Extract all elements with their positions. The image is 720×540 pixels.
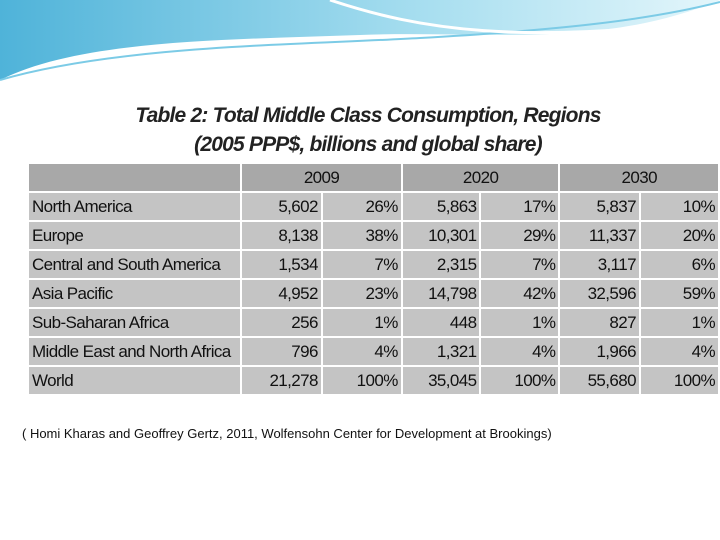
region-cell: North America	[26, 191, 243, 222]
value-cell: 6%	[638, 249, 720, 280]
header-cell: 2009	[240, 162, 403, 193]
wave	[0, 0, 720, 80]
value-cell: 8,138	[240, 220, 323, 251]
value-cell: 21,278	[240, 365, 323, 396]
header-cell: 2020	[400, 162, 561, 193]
table-row: Europe 8,138 38% 10,301 29% 11,337 20%	[26, 220, 720, 251]
value-cell: 448	[400, 307, 482, 338]
value-cell: 4%	[479, 336, 561, 367]
data-table: 2009 2020 2030 North America 5,602 26% 5,863 17…	[26, 162, 720, 396]
value-cell: 14,798	[400, 278, 482, 309]
value-cell: 100%	[320, 365, 403, 396]
table-row: North America 5,602 26% 5,863 17% 5,837 10%	[26, 191, 720, 222]
value-cell: 1%	[479, 307, 561, 338]
caption: ( Homi Kharas and Geoffrey Gertz, 2011, …	[22, 426, 552, 441]
value-cell: 1%	[638, 307, 720, 338]
region-cell: Sub-Saharan Africa	[26, 307, 243, 338]
region-cell: World	[26, 365, 243, 396]
value-cell: 38%	[320, 220, 403, 251]
table-row: Sub-Saharan Africa 256 1% 448 1% 827 1%	[26, 307, 720, 338]
table-row: Middle East and North Africa 796 4% 1,321 4%…	[26, 336, 720, 367]
header-cell	[26, 162, 243, 193]
table-row: World 21,278 100% 35,045 100% 55,680 100%	[26, 365, 720, 396]
value-cell: 7%	[479, 249, 561, 280]
value-cell: 4%	[638, 336, 720, 367]
value-cell: 4%	[320, 336, 403, 367]
value-cell: 10,301	[400, 220, 482, 251]
header-decoration	[0, 0, 720, 81]
value-cell: 23%	[320, 278, 403, 309]
header-cell: 2030	[558, 162, 720, 193]
value-cell: 1,321	[400, 336, 482, 367]
value-cell: 5,602	[240, 191, 323, 222]
table-row: Central and South America 1,534 7% 2,315 7% 3…	[26, 249, 720, 280]
value-cell: 35,045	[400, 365, 482, 396]
value-cell: 256	[240, 307, 323, 338]
value-cell: 26%	[320, 191, 403, 222]
title: Table 2: Total Middle Class Consumption,…	[135, 104, 601, 127]
value-cell: 29%	[479, 220, 561, 251]
value-cell: 2,315	[400, 249, 482, 280]
table-row: Asia Pacific 4,952 23% 14,798 42% 32,596 59%	[26, 278, 720, 309]
value-cell: 55,680	[558, 365, 641, 396]
value-cell: 7%	[320, 249, 403, 280]
value-cell: 796	[240, 336, 323, 367]
region-cell: Europe	[26, 220, 243, 251]
region-cell: Asia Pacific	[26, 278, 243, 309]
value-cell: 20%	[638, 220, 720, 251]
value-cell: 4,952	[240, 278, 323, 309]
value-cell: 10%	[638, 191, 720, 222]
wave-line	[329, 0, 720, 35]
value-cell: 5,863	[400, 191, 482, 222]
value-cell: 59%	[638, 278, 720, 309]
value-cell: 17%	[479, 191, 561, 222]
value-cell: 1%	[320, 307, 403, 338]
subtitle: (2005 PPP$, billions and global share)	[194, 133, 543, 156]
value-cell: 100%	[638, 365, 720, 396]
value-cell: 827	[558, 307, 641, 338]
value-cell: 1,966	[558, 336, 641, 367]
region-cell: Central and South America	[26, 249, 243, 280]
region-cell: Middle East and North Africa	[26, 336, 243, 367]
value-cell: 5,837	[558, 191, 641, 222]
wave-line	[0, 1, 720, 81]
header-row: 2009 2020 2030	[26, 162, 720, 193]
value-cell: 3,117	[558, 249, 641, 280]
value-cell: 1,534	[240, 249, 323, 280]
value-cell: 32,596	[558, 278, 641, 309]
value-cell: 100%	[479, 365, 561, 396]
value-cell: 11,337	[558, 220, 641, 251]
value-cell: 42%	[479, 278, 561, 309]
